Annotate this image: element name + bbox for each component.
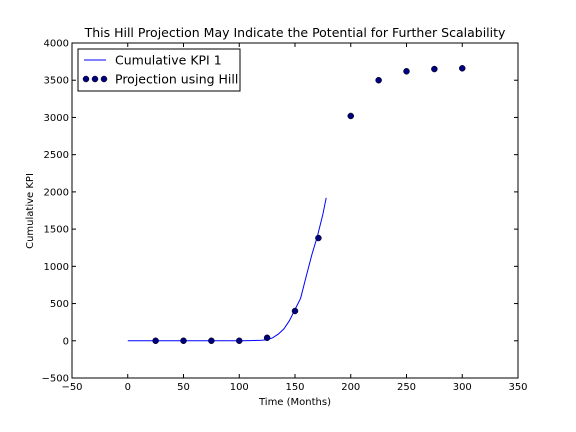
legend-entry-projection: Projection using Hill [115,72,238,87]
y-axis-label: Cumulative KPI [25,173,36,249]
legend-scatter-dot [100,75,108,83]
series-line-cumulative-kpi [127,197,327,342]
x-tick-label: 200 [341,382,360,393]
legend-scatter-swatch [82,75,108,83]
x-tick-label: 50 [177,382,190,393]
scatter-point [315,234,322,242]
y-tick-label: 500 [50,299,69,310]
x-tick-label: 150 [285,382,304,393]
x-tick-label: 0 [125,382,131,393]
y-tick-label: 0 [63,336,69,347]
x-tick-label: 250 [397,382,416,393]
y-tick-label: 3500 [44,76,69,87]
x-tick-label: 100 [230,382,249,393]
legend-box [77,48,241,92]
y-tick-label: 4000 [44,39,69,50]
scatter-point [459,65,466,72]
plot-area [127,65,466,345]
x-tick-label: −50 [61,382,82,393]
scatter-point [375,76,382,84]
x-tick-label: 350 [508,382,527,393]
scatter-point [152,337,159,345]
y-tick-label: 1500 [44,225,69,236]
y-tick-label: 3000 [44,113,69,124]
plot-frame [71,42,519,379]
y-tick-label: 1000 [44,262,69,273]
legend-entry-cumulative-kpi: Cumulative KPI 1 [115,53,222,68]
scatter-point [291,307,299,315]
x-tick-label: 300 [453,382,472,393]
y-tick-label: 2500 [44,150,69,161]
legend-scatter-dot [91,75,99,83]
y-axis: −500 0 500 1000 1500 2000 2500 3000 3500 4000 [42,39,518,385]
scatter-point [403,68,410,75]
legend: Cumulative KPI 1 Projection using Hill [77,48,241,92]
scatter-point [236,337,243,345]
y-tick-label: 2000 [44,187,69,198]
y-tick-label: −500 [42,374,69,385]
scatter-point [180,337,187,345]
x-axis-label: Time (Months) [258,397,331,408]
x-axis: −50 0 50 100 150 200 250 300 350 [61,43,528,393]
chart-title: This Hill Projection May Indicate the Po… [84,25,506,40]
scatter-point [347,112,354,120]
scatter-point [263,334,271,342]
legend-scatter-dot [82,75,90,83]
scatter-point [431,65,438,73]
scatter-point [208,337,215,345]
